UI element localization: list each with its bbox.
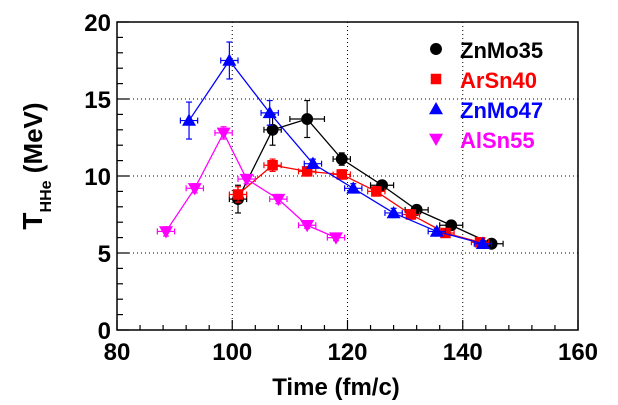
data-point	[328, 232, 343, 245]
data-point	[158, 226, 173, 239]
y-axis-title-unit: (MeV)	[18, 102, 48, 180]
y-tick-label: 5	[98, 241, 111, 268]
data-point	[300, 220, 315, 233]
x-tick-label: 80	[104, 339, 131, 366]
legend-marker	[429, 133, 443, 146]
legend-marker	[429, 102, 443, 115]
data-point	[182, 113, 197, 126]
x-tick-label: 160	[558, 339, 598, 366]
grid-lines	[117, 22, 578, 330]
data-point	[305, 156, 320, 169]
legend-label: ZnMo47	[460, 98, 543, 123]
series-ZnMo47	[179, 41, 493, 250]
data-point	[346, 181, 361, 194]
data-point	[266, 123, 279, 136]
y-axis-title: THHe (MeV)	[17, 102, 55, 229]
data-point	[429, 224, 444, 237]
legend-marker	[430, 43, 442, 55]
x-tick-label: 140	[443, 339, 483, 366]
series-AlSn55	[156, 126, 346, 245]
data-point	[222, 53, 237, 66]
data-point	[271, 193, 286, 207]
data-point	[371, 186, 382, 197]
data-point	[216, 127, 231, 140]
x-tick-label: 100	[212, 339, 252, 366]
series-layer	[156, 41, 504, 250]
y-axis-title-subscript: HHe	[38, 180, 55, 212]
x-tick-labels: 80 100 120 140 160	[104, 339, 598, 366]
data-point	[335, 153, 348, 166]
series-ArSn40	[228, 158, 490, 248]
series-line	[237, 118, 492, 245]
data-point	[187, 183, 202, 196]
data-point	[239, 173, 254, 187]
legend: ZnMo35 ArSn40 ZnMo47 AlSn55	[429, 38, 543, 153]
y-tick-label: 0	[98, 318, 111, 345]
data-point	[405, 209, 417, 220]
y-tick-label: 20	[84, 10, 111, 37]
legend-marker	[430, 73, 442, 85]
legend-label: ZnMo35	[460, 38, 543, 63]
legend-label: AlSn55	[460, 128, 535, 153]
data-point	[301, 113, 314, 125]
y-axis-title-main: T	[17, 212, 48, 229]
legend-label: ArSn40	[460, 68, 537, 93]
y-tick-label: 15	[84, 87, 111, 114]
axis-ticks	[116, 21, 579, 331]
x-axis-title: Time (fm/c)	[272, 374, 400, 401]
series-line	[188, 59, 484, 245]
data-point	[336, 169, 347, 180]
data-point	[475, 236, 490, 250]
y-tick-labels: 0 5 10 15 20	[84, 10, 111, 345]
data-point	[267, 159, 278, 171]
x-tick-label: 120	[327, 339, 367, 366]
data-point	[232, 189, 244, 200]
data-point	[262, 105, 277, 119]
data-point	[386, 205, 401, 219]
y-tick-label: 10	[84, 164, 111, 191]
data-point	[301, 166, 313, 177]
series-ZnMo35	[228, 99, 504, 250]
